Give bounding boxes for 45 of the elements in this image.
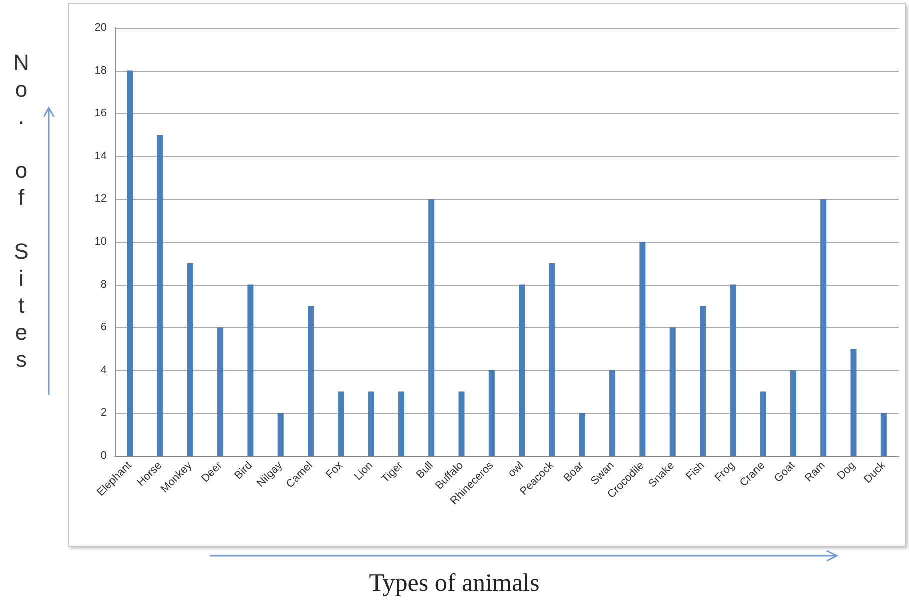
bar — [248, 284, 254, 456]
bar — [127, 70, 134, 456]
bar — [428, 199, 435, 456]
bar — [670, 328, 676, 456]
bar — [338, 392, 344, 456]
y-tick-label: 8 — [100, 278, 107, 291]
bar — [700, 306, 706, 456]
bar — [549, 263, 556, 456]
y-tick-label: 6 — [100, 322, 107, 334]
bar — [790, 370, 796, 456]
bar — [458, 392, 465, 456]
y-axis-title: No. of Sites — [8, 50, 34, 376]
y-tick-label: 16 — [94, 108, 107, 120]
bar — [850, 349, 857, 456]
x-tick-label: Fish — [684, 460, 708, 483]
x-axis-title: Types of animals — [368, 570, 541, 598]
bar — [308, 306, 314, 456]
x-tick-label: Lion — [352, 460, 376, 483]
bar — [820, 199, 827, 456]
y-tick-label: 18 — [94, 64, 107, 77]
x-tick-label: Dog — [835, 460, 858, 482]
y-tick-label: 12 — [94, 193, 107, 206]
x-tick-label: Fox — [324, 459, 346, 482]
bar — [157, 135, 164, 456]
x-tick-label: Bull — [414, 460, 436, 482]
y-tick-label: 14 — [94, 150, 107, 162]
bar — [880, 413, 887, 456]
bar — [519, 284, 526, 456]
bar — [398, 392, 404, 456]
x-tick-label: Bird — [232, 460, 255, 482]
bar — [760, 392, 766, 456]
bar — [368, 392, 374, 456]
bar — [488, 370, 495, 456]
y-tick-label: 2 — [100, 407, 107, 420]
bar — [218, 328, 224, 456]
bar — [730, 284, 736, 456]
bar — [610, 370, 616, 456]
y-tick-label: 0 — [100, 450, 107, 462]
bar — [278, 413, 284, 456]
y-tick-label: 10 — [94, 236, 107, 248]
y-tick-label: 4 — [100, 364, 107, 376]
y-tick-label: 20 — [94, 22, 107, 34]
bar — [187, 263, 194, 456]
bar — [640, 242, 646, 456]
bar — [579, 413, 586, 456]
